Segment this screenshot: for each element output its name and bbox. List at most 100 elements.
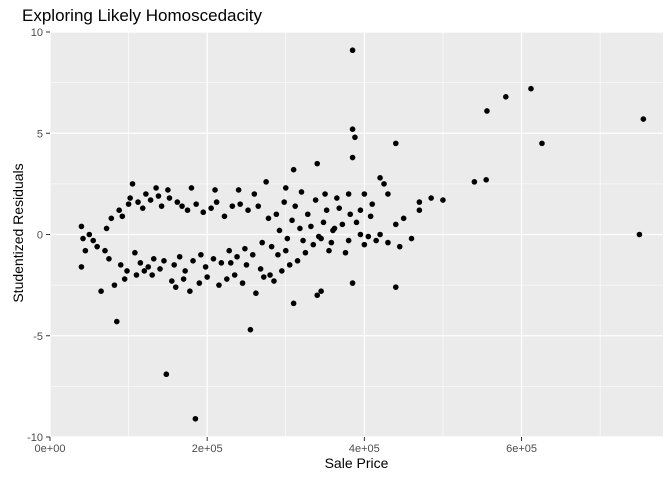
data-point xyxy=(147,197,154,203)
data-point xyxy=(78,264,85,270)
data-point xyxy=(141,268,148,274)
data-point xyxy=(158,203,165,209)
data-point xyxy=(165,187,171,193)
data-point xyxy=(336,205,343,211)
data-point xyxy=(121,276,128,282)
data-point xyxy=(139,205,146,211)
chart-title: Exploring Likely Homoscedacity xyxy=(22,6,262,25)
data-point xyxy=(176,253,183,260)
data-point xyxy=(249,251,256,258)
data-point xyxy=(282,185,289,191)
data-point xyxy=(289,217,295,224)
data-point xyxy=(169,278,175,284)
y-tick-label: 5 xyxy=(37,128,43,140)
data-point xyxy=(234,253,240,260)
data-point xyxy=(133,272,140,278)
data-point xyxy=(302,249,309,256)
data-point xyxy=(190,258,196,264)
data-point xyxy=(286,262,293,268)
data-point xyxy=(323,207,330,213)
data-point xyxy=(320,219,327,226)
data-point xyxy=(218,260,225,266)
data-point xyxy=(149,272,155,278)
data-point xyxy=(239,280,246,286)
data-point xyxy=(227,260,234,266)
data-point xyxy=(125,201,132,207)
data-point xyxy=(294,258,301,264)
data-point xyxy=(308,223,314,230)
data-point xyxy=(171,262,177,268)
data-point xyxy=(260,274,267,280)
data-point xyxy=(342,249,349,256)
data-point xyxy=(297,225,303,232)
data-point xyxy=(202,264,209,270)
data-point xyxy=(255,203,262,209)
data-point xyxy=(172,284,179,290)
data-point xyxy=(273,211,280,218)
data-point xyxy=(352,134,358,141)
y-axis: -10 -5 0 5 10 xyxy=(27,27,50,444)
data-point xyxy=(129,181,136,187)
data-point xyxy=(416,207,423,213)
data-point xyxy=(385,239,391,246)
data-point xyxy=(103,225,110,232)
data-point xyxy=(357,231,364,238)
data-point xyxy=(353,219,360,226)
data-point xyxy=(392,221,399,228)
data-point xyxy=(247,326,254,333)
data-point xyxy=(392,140,399,147)
data-point xyxy=(279,268,285,274)
data-point xyxy=(347,211,354,218)
x-tick-label: 6e+05 xyxy=(506,443,537,455)
data-point xyxy=(267,272,273,278)
data-point xyxy=(392,284,399,290)
data-point xyxy=(135,199,141,205)
data-point xyxy=(179,203,185,209)
data-point xyxy=(229,203,236,209)
data-point xyxy=(271,278,277,284)
data-point xyxy=(265,215,272,222)
data-point xyxy=(119,213,126,220)
data-point xyxy=(166,195,173,201)
y-tick-label: -5 xyxy=(33,331,43,343)
data-point xyxy=(539,140,545,147)
data-point xyxy=(235,187,242,193)
y-tick-label: -10 xyxy=(27,432,43,444)
x-tick-label: 2e+05 xyxy=(192,443,223,455)
data-point xyxy=(90,237,97,244)
data-point xyxy=(111,282,118,288)
data-point xyxy=(373,237,379,244)
data-point xyxy=(114,318,120,325)
y-tick-label: 0 xyxy=(37,230,43,242)
data-point xyxy=(312,197,319,203)
data-point xyxy=(174,199,181,205)
data-point xyxy=(187,288,193,295)
data-point xyxy=(282,247,289,254)
data-point xyxy=(292,203,299,209)
data-point xyxy=(263,179,269,185)
data-point xyxy=(349,154,356,161)
data-point xyxy=(212,187,218,193)
data-point xyxy=(188,185,195,191)
data-point xyxy=(124,268,130,274)
data-point xyxy=(471,179,478,185)
data-point xyxy=(361,241,368,248)
data-point xyxy=(328,239,335,246)
data-point xyxy=(345,191,352,197)
data-point xyxy=(80,235,86,242)
data-points xyxy=(78,47,647,422)
data-point xyxy=(314,292,321,299)
data-point xyxy=(503,94,509,100)
data-point xyxy=(300,237,306,244)
data-point xyxy=(245,207,251,213)
data-point xyxy=(153,185,159,191)
data-point xyxy=(102,247,108,254)
data-point xyxy=(161,258,167,264)
data-point xyxy=(82,247,89,254)
data-point xyxy=(192,415,199,422)
data-point xyxy=(314,160,321,167)
data-point xyxy=(331,225,338,232)
data-point xyxy=(304,211,311,218)
data-point xyxy=(416,199,423,205)
data-point xyxy=(259,239,265,246)
